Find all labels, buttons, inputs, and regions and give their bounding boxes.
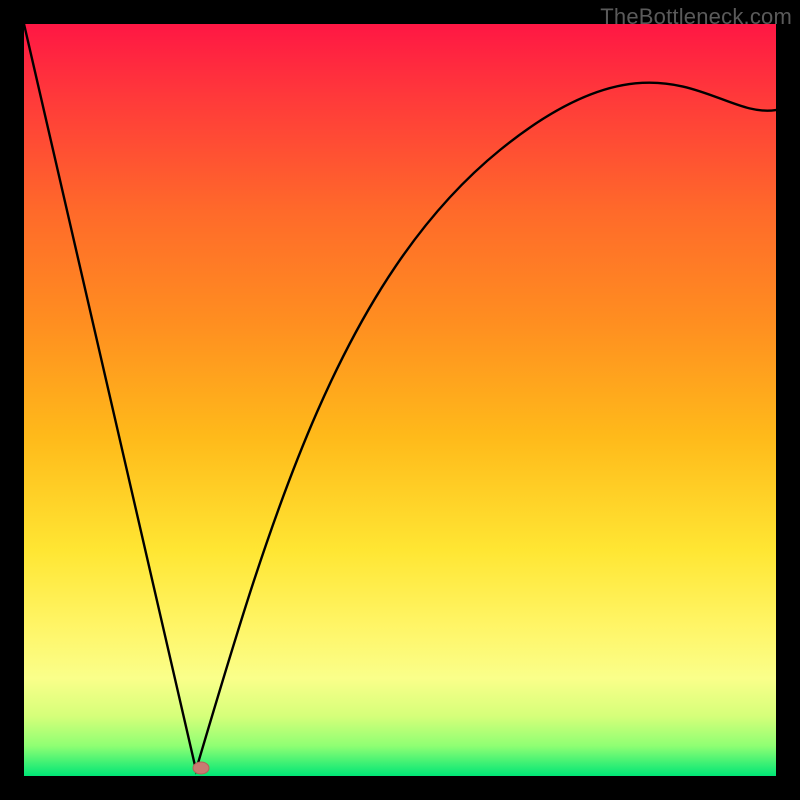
watermark-label: TheBottleneck.com bbox=[600, 4, 792, 30]
optimum-marker bbox=[193, 762, 209, 774]
chart-background bbox=[24, 24, 776, 776]
bottleneck-chart bbox=[0, 0, 800, 800]
chart-container: TheBottleneck.com bbox=[0, 0, 800, 800]
